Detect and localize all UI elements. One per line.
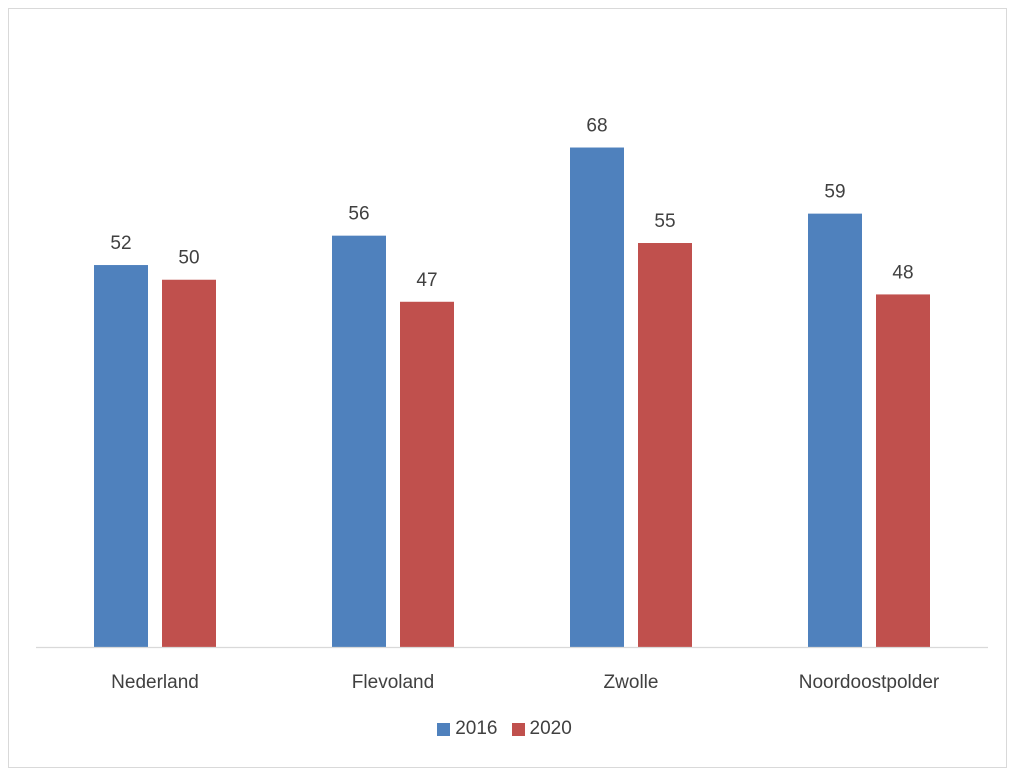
bar-noordoostpolder-2016 xyxy=(808,213,862,647)
legend-item-2016: 2016 xyxy=(437,718,498,740)
legend-swatch-2020 xyxy=(511,722,525,736)
bar-zwolle-2020 xyxy=(638,243,692,647)
bar-noordoostpolder-2020 xyxy=(876,294,930,647)
category-label-noordoostpolder: Noordoostpolder xyxy=(799,672,940,693)
category-label-flevoland: Flevoland xyxy=(352,672,434,693)
bar-nederland-2020 xyxy=(162,279,216,647)
bar-flevoland-2016 xyxy=(332,235,386,647)
category-label-zwolle: Zwolle xyxy=(604,672,659,693)
data-label-noordoostpolder-2016: 59 xyxy=(824,182,845,203)
data-label-nederland-2020: 50 xyxy=(178,248,199,269)
category-label-nederland: Nederland xyxy=(111,672,199,693)
data-label-zwolle-2020: 55 xyxy=(654,211,675,232)
legend-label-2016: 2016 xyxy=(455,718,498,739)
data-label-flevoland-2016: 56 xyxy=(348,204,369,225)
bar-flevoland-2020 xyxy=(400,301,454,647)
data-label-flevoland-2020: 47 xyxy=(416,270,437,291)
bar-nederland-2016 xyxy=(94,265,148,647)
bar-zwolle-2016 xyxy=(570,147,624,647)
data-label-nederland-2016: 52 xyxy=(110,233,131,254)
data-label-noordoostpolder-2020: 48 xyxy=(892,262,913,283)
legend-swatch-2016 xyxy=(437,722,451,736)
data-label-zwolle-2016: 68 xyxy=(586,116,607,137)
legend: 2016 2020 xyxy=(0,718,1009,740)
legend-item-2020: 2020 xyxy=(511,718,572,740)
legend-label-2020: 2020 xyxy=(529,718,572,739)
